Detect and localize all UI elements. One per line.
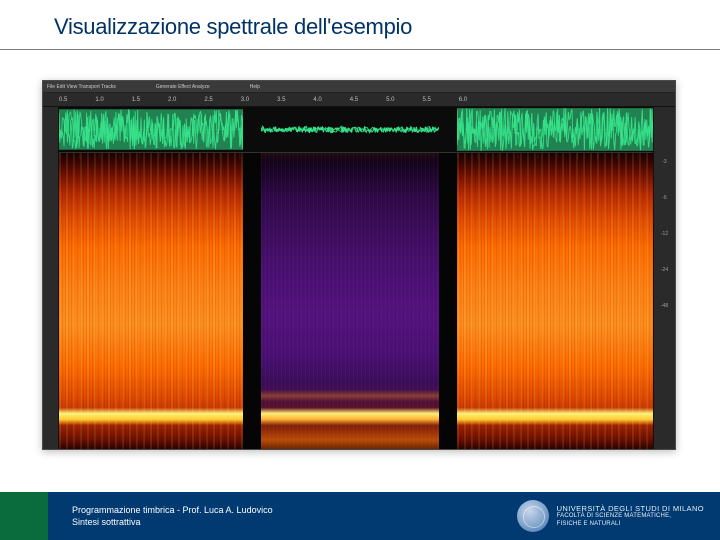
ruler-tick: 2.5 — [204, 97, 212, 103]
waveform-segment — [261, 107, 439, 152]
spectrogram-track — [59, 153, 653, 449]
ruler-tick: 0.5 — [59, 97, 67, 103]
footer-line1: Programmazione timbrica - Prof. Luca A. … — [72, 504, 273, 516]
waveform-segment — [243, 107, 261, 152]
ruler-tick: 3.5 — [277, 97, 285, 103]
waveform-track — [59, 107, 653, 153]
waveform-segment — [439, 107, 457, 152]
ruler-tick: 5.0 — [386, 97, 394, 103]
level-tick: -24 — [661, 267, 668, 273]
ruler-tick: 6.0 — [459, 97, 467, 103]
level-tick: -12 — [661, 231, 668, 237]
ruler-tick: 2.0 — [168, 97, 176, 103]
waveform-segment — [59, 107, 243, 152]
logo-line3: FISICHE E NATURALI — [557, 521, 704, 528]
footer-bar: Programmazione timbrica - Prof. Luca A. … — [0, 492, 720, 540]
ruler-tick: 4.5 — [350, 97, 358, 103]
menu-left: File Edit View Transport Tracks — [47, 84, 116, 90]
logo-seal-icon — [517, 500, 549, 532]
menu-right: Help — [250, 84, 260, 90]
tracks — [59, 107, 653, 449]
footer-text: Programmazione timbrica - Prof. Luca A. … — [72, 504, 273, 528]
audio-editor-screenshot: File Edit View Transport Tracks Generate… — [42, 80, 676, 450]
spectrogram-segment — [439, 153, 457, 449]
menu-bar: File Edit View Transport Tracks Generate… — [43, 81, 675, 93]
ruler-tick: 1.0 — [95, 97, 103, 103]
footer-accent — [0, 492, 48, 540]
menu-center: Generate Effect Analyze — [156, 84, 210, 90]
waveform-segment — [457, 107, 653, 152]
level-scale: -3 -6 -12 -24 -48 — [653, 107, 675, 449]
spectrogram-segment — [261, 153, 439, 449]
ruler-tick: 5.5 — [422, 97, 430, 103]
title-divider — [0, 49, 720, 50]
logo-line1: UNIVERSITÀ DEGLI STUDI DI MILANO — [557, 504, 704, 513]
time-ruler: 0.5 1.0 1.5 2.0 2.5 3.0 3.5 4.0 4.5 5.0 5.5 6.0 — [43, 93, 675, 107]
track-area: -3 -6 -12 -24 -48 — [43, 107, 675, 449]
spectrogram-segment — [243, 153, 261, 449]
level-tick: -3 — [662, 159, 666, 165]
slide-title: Visualizzazione spettrale dell'esempio — [54, 14, 412, 40]
level-tick: -48 — [661, 303, 668, 309]
university-logo: UNIVERSITÀ DEGLI STUDI DI MILANO FACOLTÀ… — [517, 500, 704, 532]
ruler-tick: 3.0 — [241, 97, 249, 103]
spectrogram-segment — [59, 153, 243, 449]
ruler-tick: 4.0 — [313, 97, 321, 103]
spectrogram-segment — [457, 153, 653, 449]
logo-line2: FACOLTÀ DI SCIENZE MATEMATICHE, — [557, 513, 704, 520]
footer-line2: Sintesi sottrattiva — [72, 516, 273, 528]
track-gutter — [43, 107, 59, 449]
ruler-tick: 1.5 — [132, 97, 140, 103]
level-tick: -6 — [662, 195, 666, 201]
logo-text: UNIVERSITÀ DEGLI STUDI DI MILANO FACOLTÀ… — [557, 504, 704, 527]
